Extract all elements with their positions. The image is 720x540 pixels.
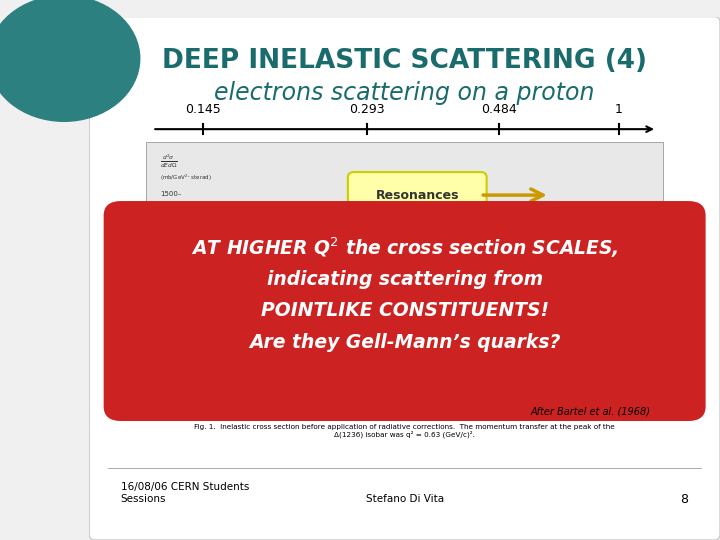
Text: Are they Gell-Mann’s quarks?: Are they Gell-Mann’s quarks? — [249, 333, 560, 352]
Text: 16/08/06 CERN Students
Sessions: 16/08/06 CERN Students Sessions — [121, 482, 249, 504]
Circle shape — [0, 0, 140, 122]
Text: 0.484: 0.484 — [482, 103, 517, 116]
Text: Broad cont...
elastic contrib...: Broad cont... elastic contrib... — [178, 372, 234, 384]
Text: θ = 10.0°: θ = 10.0° — [282, 215, 308, 221]
Text: 500–: 500– — [160, 242, 177, 248]
Text: (mb/GeV$^2\cdot$sterad): (mb/GeV$^2\cdot$sterad) — [160, 173, 212, 183]
Text: $\frac{d^2\sigma}{dEd\Omega}$: $\frac{d^2\sigma}{dEd\Omega}$ — [160, 153, 178, 170]
FancyBboxPatch shape — [348, 172, 487, 218]
Text: POINTLIKE CONSTITUENTS!: POINTLIKE CONSTITUENTS! — [261, 301, 549, 320]
Text: 1: 1 — [615, 103, 623, 116]
FancyBboxPatch shape — [89, 17, 720, 540]
Text: 8: 8 — [680, 492, 688, 505]
FancyBboxPatch shape — [105, 202, 704, 420]
FancyBboxPatch shape — [146, 142, 663, 320]
Text: E=4.879 [GeV]: E=4.879 [GeV] — [282, 207, 323, 212]
Text: Resonances: Resonances — [376, 188, 459, 201]
Text: 0.293: 0.293 — [349, 103, 384, 116]
Text: electrons scattering on a proton: electrons scattering on a proton — [215, 80, 595, 105]
Text: After Bartel et al. (1968): After Bartel et al. (1968) — [531, 407, 651, 417]
Text: 0.145: 0.145 — [185, 103, 221, 116]
Text: Fig. 1.  Inelastic cross section before application of radiative corrections.  T: Fig. 1. Inelastic cross section before a… — [194, 424, 615, 438]
Text: 1500–: 1500– — [160, 191, 181, 197]
Text: AT HIGHER Q$^2$ the cross section SCALES,: AT HIGHER Q$^2$ the cross section SCALES… — [191, 236, 618, 260]
Text: Stefano Di Vita: Stefano Di Vita — [366, 494, 444, 504]
Text: indicating scattering from: indicating scattering from — [266, 271, 543, 289]
Text: DEEP INELASTIC SCATTERING (4): DEEP INELASTIC SCATTERING (4) — [162, 48, 647, 74]
